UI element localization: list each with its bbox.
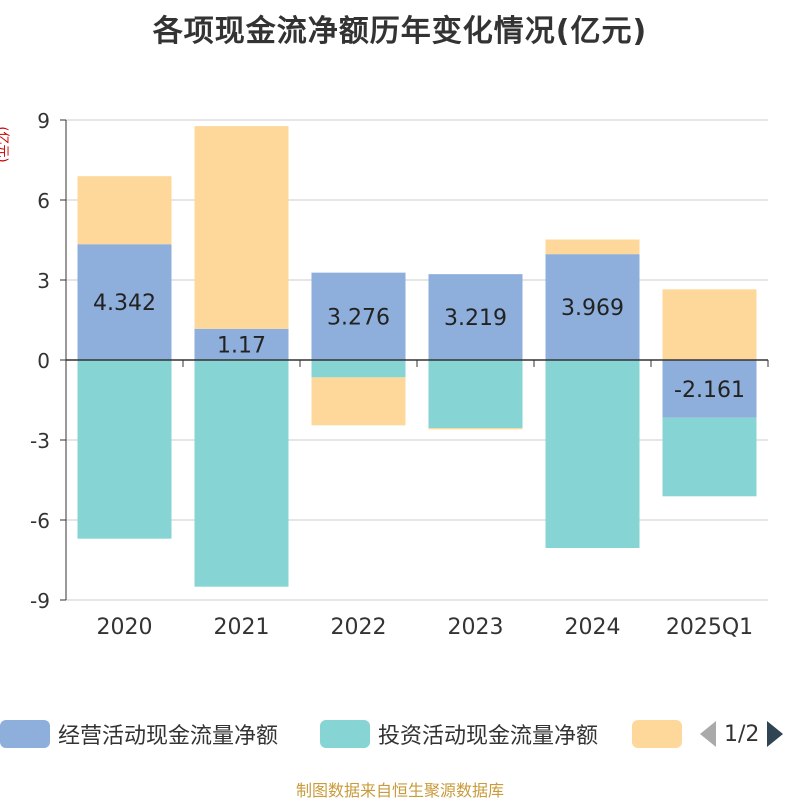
legend-swatch-third [632,720,682,748]
bar-segment-3 [311,377,406,426]
y-tick-label: 9 [37,109,50,133]
y-tick-label: 3 [37,269,50,293]
y-tick-label: -3 [30,429,50,453]
bar-segment-3 [194,126,289,329]
chart-canvas: 9 6 3 0 -3 -6 -9 4.342 1.17 3.276 3.219 3.969 -2.161… [30,109,769,640]
data-label: 4.342 [93,291,156,316]
legend-page-indicator: 1/2 [724,721,760,747]
legend-next-page-icon[interactable] [767,721,784,747]
legend-prev-page-icon[interactable] [700,721,716,747]
bar-segment-2 [428,360,523,428]
bar-segment-3 [77,176,172,245]
bar-segment-1 [77,244,172,360]
chart-title: 各项现金流净额历年变化情况(亿元) [152,14,648,49]
x-tick-label: 2020 [97,615,153,640]
legend-item-third[interactable] [632,716,690,752]
bar-segment-2 [662,417,757,497]
bar-segment-3 [545,239,640,255]
legend-swatch-investing [320,720,370,748]
data-source-note: 制图数据来自恒生聚源数据库 [295,781,504,800]
y-tick-label: -9 [30,589,50,613]
x-tick-label: 2025Q1 [666,615,753,640]
bar-segment-2 [194,360,289,587]
y-tick-label: 0 [37,349,50,373]
legend-label-investing: 投资活动现金流量净额 [378,724,599,749]
bar-segment-1 [311,272,406,360]
legend-item-operating[interactable]: 经营活动现金流量净额 [0,716,278,752]
data-label: 3.969 [561,296,624,321]
legend-label-operating: 经营活动现金流量净额 [58,724,279,749]
bar-segment-2 [311,360,406,378]
bar-segment-1 [428,274,523,360]
bar-segment-1 [545,254,640,360]
bar-segment-2 [77,360,172,539]
legend-pager: 1/2 [700,716,784,752]
legend-swatch-operating [0,720,50,748]
x-tick-label: 2021 [214,615,270,640]
bar-segment-3 [428,428,523,430]
data-label: 1.17 [217,333,266,358]
bar-segment-2 [545,360,640,548]
bar-segment-1 [662,360,757,418]
legend-item-investing[interactable]: 投资活动现金流量净额 [320,716,598,752]
bar-segment-3 [662,289,757,360]
legend: 经营活动现金流量净额 投资活动现金流量净额 1/2 [0,716,800,756]
data-label: 3.219 [444,306,507,331]
y-tick-label: 6 [37,189,50,213]
bar-segment-1 [194,328,289,360]
x-tick-label: 2022 [331,615,387,640]
x-tick-label: 2024 [565,615,621,640]
data-label: 3.276 [327,305,390,330]
x-tick-label: 2023 [448,615,504,640]
data-label: -2.161 [674,378,745,403]
y-tick-label: -6 [30,509,50,533]
